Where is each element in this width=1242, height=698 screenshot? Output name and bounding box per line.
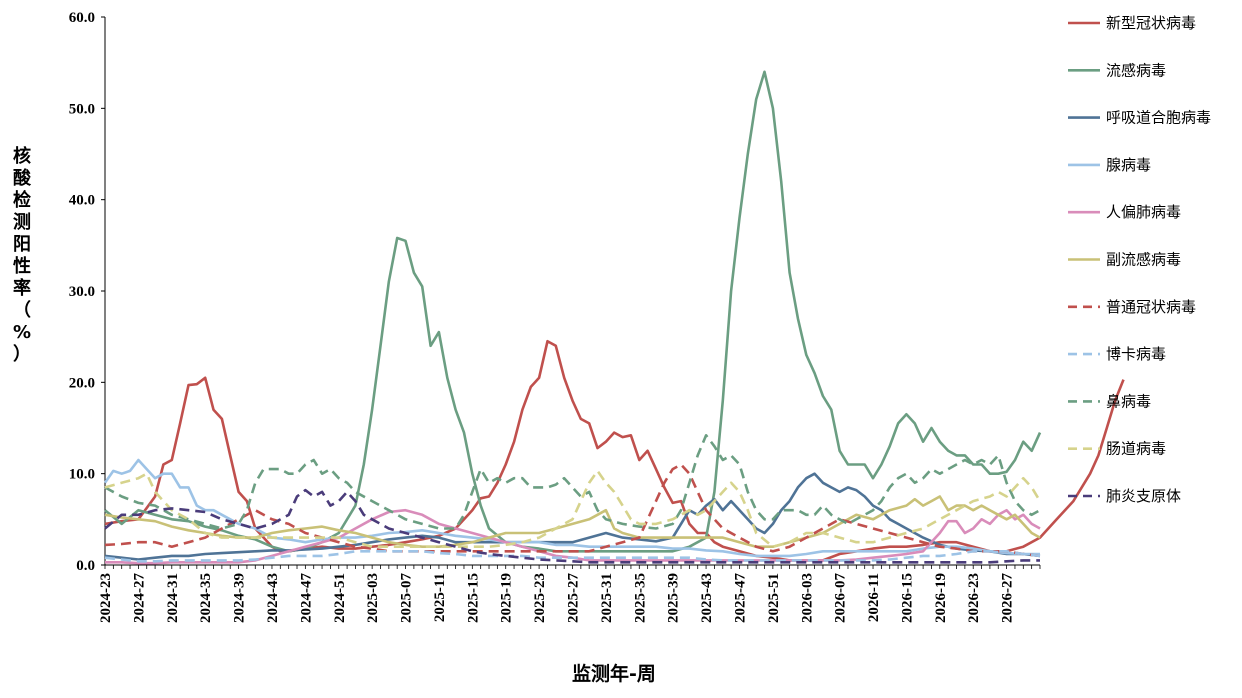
- series-line-5: [105, 508, 1041, 565]
- x-tick-label: 2024-23: [98, 573, 114, 623]
- legend-label: 博卡病毒: [1106, 345, 1166, 363]
- y-tick-label: 30.0: [69, 284, 95, 300]
- x-tick-label: 2024-47: [298, 573, 314, 623]
- y-tick-label: 0.0: [76, 558, 95, 574]
- y-axis-title-char: （: [13, 300, 31, 321]
- x-tick-label: 2026-27: [1000, 573, 1016, 623]
- x-tick-label: 2025-35: [632, 573, 648, 623]
- series-line-9: [104, 434, 1041, 530]
- x-tick-label: 2024-35: [198, 573, 214, 623]
- legend-label: 鼻病毒: [1106, 392, 1151, 410]
- x-axis: 2024-23 2024-27 2024-31 2024-35 2024-39 2024-…: [98, 564, 1041, 623]
- series-line-6: [104, 495, 1041, 548]
- series-layer: [103, 70, 1125, 565]
- x-tick-label: 2025-03: [365, 573, 381, 623]
- x-tick-label: 2026-23: [966, 573, 982, 623]
- y-tick-label: 40.0: [69, 193, 95, 209]
- legend-label: 呼吸道合胞病毒: [1106, 109, 1211, 127]
- x-tick-label: 2025-43: [699, 573, 715, 623]
- legend-label: 肺炎支原体: [1106, 487, 1181, 505]
- x-tick-label: 2025-07: [399, 573, 415, 623]
- x-tick-label: 2024-43: [265, 573, 281, 623]
- y-axis-title-char: 阳: [13, 234, 31, 255]
- x-tick-label: 2025-15: [465, 573, 481, 623]
- y-axis-title-char: 性: [13, 255, 31, 277]
- y-axis-title-char: 检: [13, 189, 31, 211]
- y-axis-title-char: ）: [13, 344, 31, 365]
- y-axis-title-char: 酸: [13, 167, 32, 189]
- x-tick-label: 2026-07: [833, 573, 849, 623]
- legend-label: 副流感病毒: [1106, 251, 1181, 269]
- y-axis-title-char: 测: [13, 211, 31, 233]
- x-tick-label: 2025-51: [766, 573, 782, 623]
- x-tick-label: 2025-11: [432, 573, 448, 622]
- x-tick-label: 2025-47: [732, 573, 748, 623]
- legend-label: 肠道病毒: [1106, 440, 1166, 458]
- x-tick-label: 2026-03: [799, 573, 815, 623]
- x-tick-label: 2024-51: [332, 573, 348, 623]
- series-line-1: [104, 339, 1125, 562]
- legend-label: 腺病毒: [1106, 156, 1151, 174]
- y-axis-title-char: 率: [13, 277, 31, 299]
- x-axis-title: 监测年-周: [572, 662, 656, 685]
- x-tick-label: 2025-27: [566, 573, 582, 623]
- y-tick-label: 10.0: [69, 467, 95, 483]
- series-line-8: [104, 550, 1041, 563]
- x-tick-label: 2026-11: [866, 573, 882, 622]
- x-tick-label: 2025-19: [499, 573, 515, 623]
- series-line-11: [104, 488, 1040, 564]
- x-tick-label: 2024-31: [165, 573, 181, 623]
- y-axis-title-char: 核: [13, 145, 31, 167]
- legend-label: 普通冠状病毒: [1106, 298, 1196, 316]
- x-tick-label: 2025-39: [666, 573, 682, 623]
- legend-label: 人偏肺病毒: [1106, 203, 1181, 221]
- y-axis-title-char: %: [13, 322, 31, 343]
- y-axis: 0.0 10.0 20.0 30.0 40.0 50.0 60.0: [69, 10, 106, 574]
- series-line-7: [104, 463, 1041, 558]
- legend-label: 新型冠状病毒: [1106, 14, 1196, 32]
- x-tick-label: 2025-31: [599, 573, 615, 623]
- y-tick-label: 60.0: [69, 10, 95, 26]
- x-tick-label: 2026-15: [899, 573, 915, 623]
- y-tick-label: 20.0: [69, 375, 95, 391]
- x-tick-label: 2025-23: [532, 573, 548, 623]
- series-line-2: [104, 70, 1042, 553]
- series-line-10: [104, 469, 1042, 548]
- y-tick-label: 50.0: [69, 101, 95, 117]
- legend-label: 流感病毒: [1106, 61, 1166, 79]
- x-tick-label: 2026-19: [933, 573, 949, 623]
- legend: 新型冠状病毒流感病毒呼吸道合胞病毒腺病毒人偏肺病毒副流感病毒普通冠状病毒博卡病毒…: [1068, 14, 1211, 505]
- x-tick-label: 2024-39: [232, 573, 248, 623]
- x-tick-label: 2024-27: [131, 573, 147, 623]
